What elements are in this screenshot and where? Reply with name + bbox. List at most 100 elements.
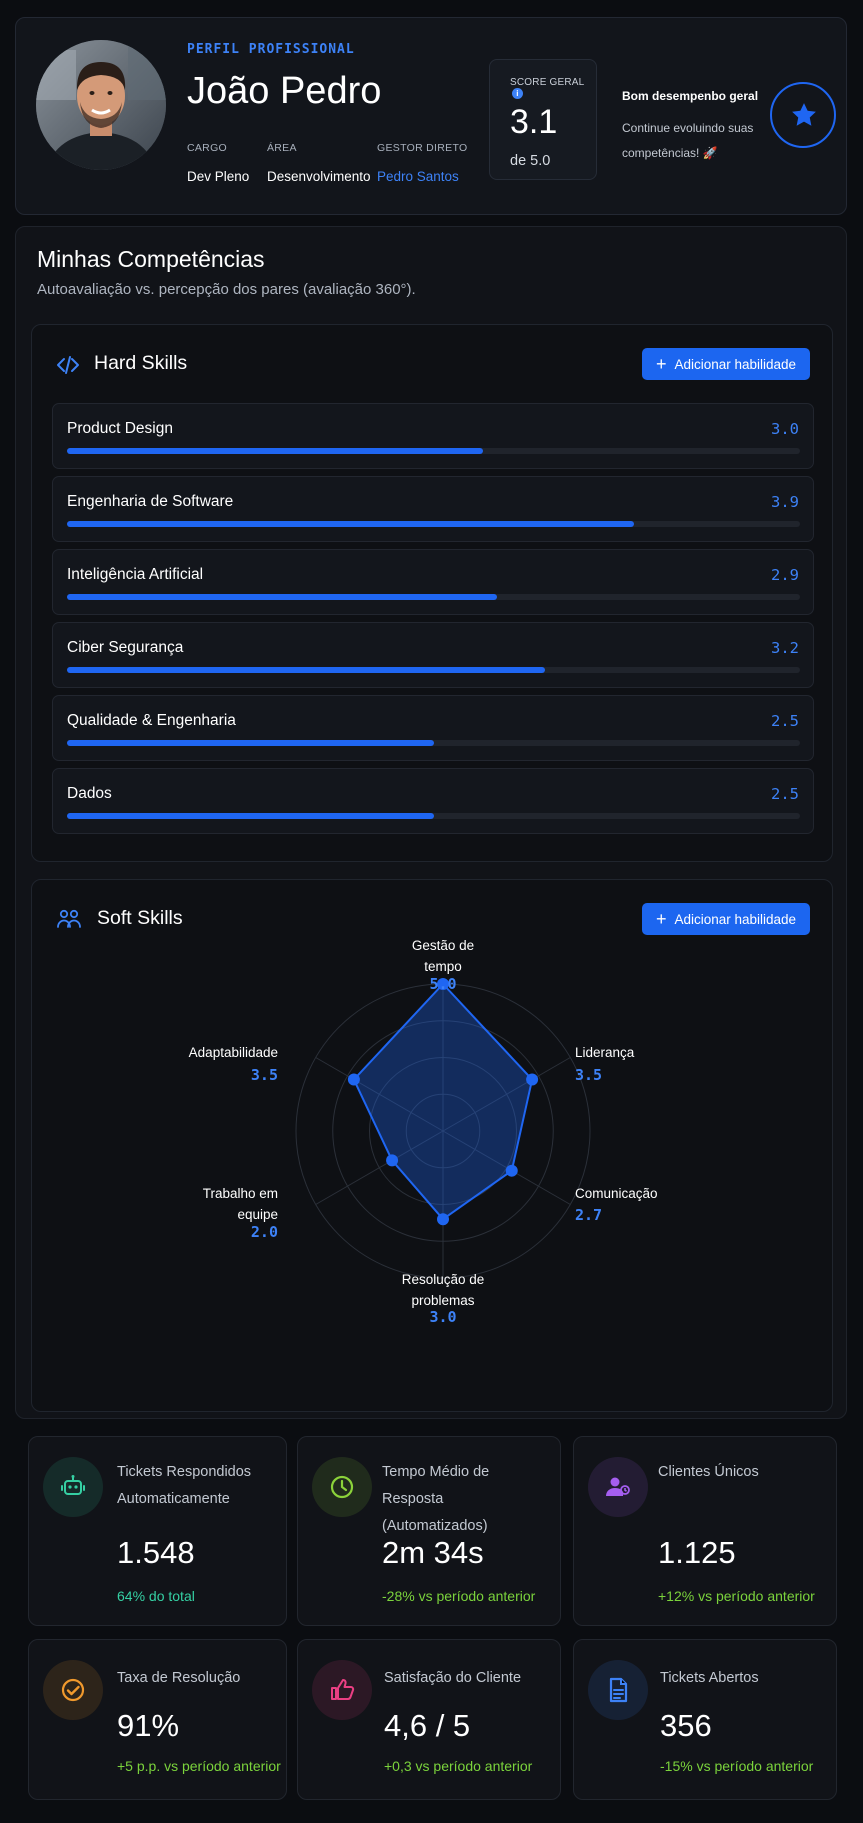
radar-axis-line bbox=[315, 1057, 444, 1132]
competences-subtitle: Autoavaliação vs. percepção dos pares (a… bbox=[37, 281, 416, 298]
stat-icon-circle bbox=[588, 1660, 648, 1720]
meta-role: CARGO Dev Pleno bbox=[187, 142, 249, 184]
soft-skills-radar-chart bbox=[295, 978, 591, 1279]
competences-panel: Minhas Competências Autoavaliação vs. pe… bbox=[15, 226, 847, 1419]
radar-point[interactable] bbox=[386, 1154, 399, 1167]
meta-manager: GESTOR DIRETO Pedro Santos bbox=[377, 142, 467, 184]
hard-skill-row[interactable]: Inteligência Artificial 2.9 bbox=[52, 549, 814, 615]
stat-card[interactable]: Satisfação do Cliente 4,6 / 5 +0,3 vs perí… bbox=[297, 1639, 561, 1800]
skill-progress-fill bbox=[67, 813, 435, 819]
add-soft-skill-button[interactable]: + Adicionar habilidade bbox=[642, 903, 810, 935]
profile-card: PERFIL PROFISSIONAL João Pedro CARGO Dev… bbox=[15, 17, 847, 215]
star-badge bbox=[770, 82, 836, 148]
stat-title: Satisfação do Cliente bbox=[384, 1670, 522, 1686]
radar-axis-value: 3.0 bbox=[429, 1308, 457, 1326]
skill-progress-fill bbox=[67, 667, 545, 673]
stat-delta-text: vs período anterior bbox=[160, 1758, 281, 1774]
stat-title: Clientes Únicos bbox=[658, 1464, 759, 1480]
code-icon bbox=[57, 356, 79, 374]
stat-delta-highlight: -28% bbox=[382, 1588, 415, 1604]
stat-value: 1.548 bbox=[117, 1535, 195, 1570]
meta-value: Desenvolvimento bbox=[267, 169, 371, 184]
skill-name: Product Design bbox=[67, 420, 173, 437]
skill-progress-fill bbox=[67, 740, 435, 746]
document-icon bbox=[609, 1677, 628, 1703]
radar-axis-line bbox=[315, 1130, 444, 1205]
star-icon bbox=[792, 103, 816, 126]
stat-title: Tempo Médio de Resposta (Automatizados) bbox=[382, 1464, 490, 1534]
hard-skill-row[interactable]: Engenharia de Software 3.9 bbox=[52, 476, 814, 542]
skill-score: 3.0 bbox=[771, 420, 799, 438]
radar-point[interactable] bbox=[505, 1164, 518, 1177]
skill-progress-fill bbox=[67, 521, 635, 527]
clock-icon bbox=[330, 1475, 354, 1499]
radar-axis-line bbox=[442, 1057, 571, 1132]
meta-value: Dev Pleno bbox=[187, 169, 250, 184]
radar-point[interactable] bbox=[526, 1073, 539, 1086]
skill-name: Inteligência Artificial bbox=[67, 566, 204, 583]
manager-link[interactable]: Pedro Santos bbox=[377, 169, 459, 184]
skill-progress-track bbox=[67, 813, 800, 819]
hard-skill-row[interactable]: Qualidade & Engenharia 2.5 bbox=[52, 695, 814, 761]
hard-skill-row[interactable]: Product Design 3.0 bbox=[52, 403, 814, 469]
score-value: 3.1 bbox=[510, 103, 558, 141]
stat-delta: 64% do total bbox=[117, 1588, 195, 1604]
stat-title: Taxa de Resolução bbox=[117, 1670, 241, 1686]
team-icon bbox=[57, 909, 81, 928]
skill-score: 2.9 bbox=[771, 566, 799, 584]
skill-name: Ciber Segurança bbox=[67, 639, 184, 656]
stat-delta-text: vs período anterior bbox=[694, 1588, 815, 1604]
score-of: de 5.0 bbox=[510, 153, 551, 169]
stat-value: 1.125 bbox=[658, 1535, 736, 1570]
stat-card[interactable]: Tempo Médio de Resposta (Automatizados) 2… bbox=[297, 1436, 561, 1626]
stat-card[interactable]: Clientes Únicos 1.125 +12% vs período ante… bbox=[573, 1436, 837, 1626]
radar-axis-value: 3.5 bbox=[250, 1066, 278, 1084]
check-circle-icon bbox=[61, 1678, 85, 1702]
stat-card[interactable]: Taxa de Resolução 91% +5 p.p. vs período a… bbox=[28, 1639, 287, 1800]
skill-progress-track bbox=[67, 448, 800, 454]
performance-title: Bom desempenbo geral bbox=[622, 89, 759, 103]
profile-eyebrow: PERFIL PROFISSIONAL bbox=[187, 42, 355, 57]
hard-skill-row[interactable]: Dados 2.5 bbox=[52, 768, 814, 834]
stat-delta: +5 p.p. vs período anterior bbox=[117, 1758, 281, 1774]
hard-skill-row[interactable]: Ciber Segurança 3.2 bbox=[52, 622, 814, 688]
plus-icon: + bbox=[655, 909, 667, 929]
radar-axis-label: Comunicação bbox=[575, 1186, 658, 1201]
stat-delta-text: vs período anterior bbox=[692, 1758, 814, 1774]
add-button-label: Adicionar habilidade bbox=[674, 911, 797, 927]
score-box: SCORE GERALi 3.1 de 5.0 bbox=[489, 59, 597, 180]
meta-label: CARGO bbox=[187, 142, 228, 154]
skill-score: 3.9 bbox=[771, 493, 799, 511]
info-icon[interactable]: i bbox=[512, 88, 523, 99]
plus-icon: + bbox=[655, 354, 667, 374]
performance-text: Continue evoluindo suas competências! 🚀 bbox=[622, 121, 754, 160]
stat-card[interactable]: Tickets Respondidos Automaticamente 1.548… bbox=[28, 1436, 287, 1626]
score-label: SCORE GERALi bbox=[510, 77, 596, 99]
meta-label: GESTOR DIRETO bbox=[377, 142, 468, 154]
skill-name: Qualidade & Engenharia bbox=[67, 712, 236, 729]
skill-score: 2.5 bbox=[771, 712, 799, 730]
stat-delta-highlight: +5 p.p. bbox=[117, 1758, 161, 1774]
thumbs-up-icon bbox=[331, 1679, 355, 1700]
stat-icon-circle bbox=[588, 1457, 648, 1517]
add-hard-skill-button[interactable]: + Adicionar habilidade bbox=[642, 348, 810, 380]
radar-point[interactable] bbox=[347, 1073, 360, 1086]
skill-progress-fill bbox=[67, 594, 498, 600]
stat-delta-text: vs período anterior bbox=[411, 1758, 533, 1774]
stat-title: Tickets Abertos bbox=[660, 1670, 759, 1686]
stat-delta: -28% vs período anterior bbox=[382, 1588, 535, 1604]
stat-icon-circle bbox=[43, 1660, 103, 1720]
stat-value: 91% bbox=[117, 1708, 180, 1743]
person-name: João Pedro bbox=[187, 70, 382, 112]
stat-value: 2m 34s bbox=[382, 1535, 484, 1570]
stat-card[interactable]: Tickets Abertos 356 -15% vs período anteri… bbox=[573, 1639, 837, 1800]
stat-delta-highlight: 64% bbox=[117, 1588, 146, 1604]
competences-title: Minhas Competências bbox=[37, 246, 265, 272]
stat-delta-text: do total bbox=[145, 1588, 195, 1604]
radar-point[interactable] bbox=[437, 1213, 449, 1226]
skill-score: 2.5 bbox=[771, 785, 799, 803]
radar-axis-value: 5.0 bbox=[429, 975, 457, 993]
soft-skills-section: Soft Skills + Adicionar habilidade Gestã… bbox=[31, 879, 833, 1412]
radar-point[interactable] bbox=[437, 978, 449, 990]
soft-skills-title: Soft Skills bbox=[97, 907, 183, 929]
